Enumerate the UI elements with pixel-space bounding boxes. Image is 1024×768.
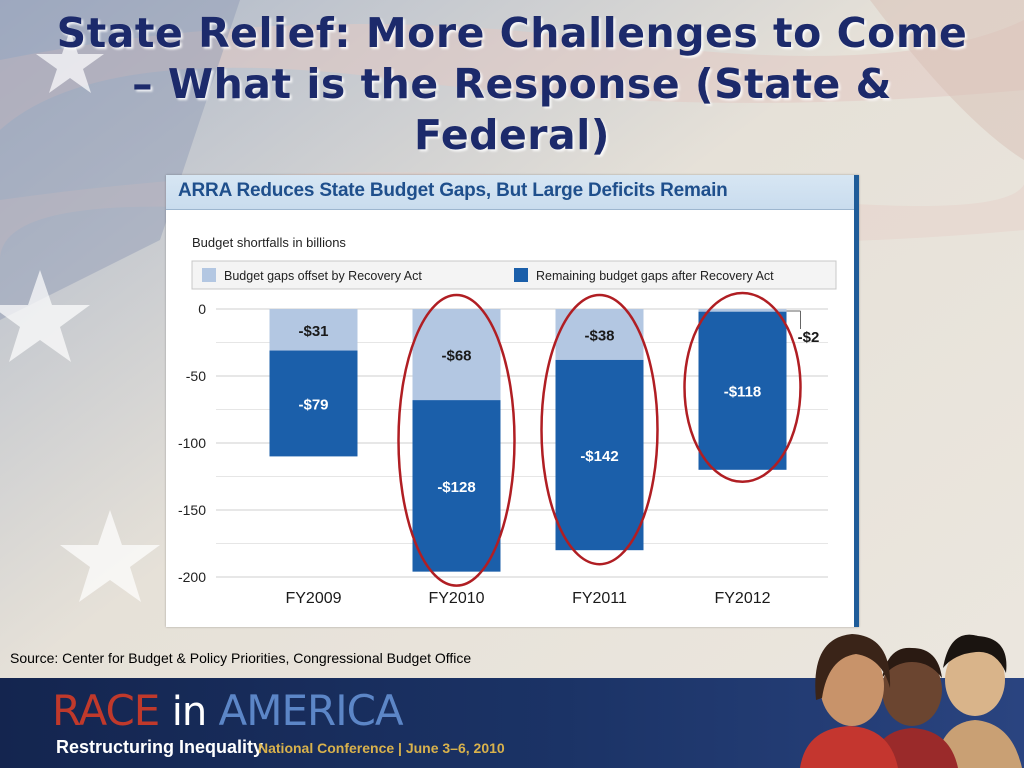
bar-remaining (269, 350, 358, 457)
highlight-circle (683, 291, 802, 484)
data-label-remaining: -$128 (437, 479, 475, 496)
data-label-remaining: -$118 (724, 384, 762, 401)
highlight-circle (397, 293, 516, 587)
chart-title: ARRA Reduces State Budget Gaps, But Larg… (178, 180, 728, 201)
footer-subtitle: Restructuring Inequality (56, 737, 264, 757)
chart-right-border (854, 175, 859, 627)
bar-chart: Budget shortfalls in billions Budget gaps… (178, 235, 837, 607)
data-label-offset: -$31 (298, 323, 328, 340)
y-tick-label: -50 (186, 368, 206, 384)
logo-america: AMERICA (218, 686, 404, 735)
data-label-remaining: -$79 (298, 396, 328, 413)
chart-header: ARRA Reduces State Budget Gaps, But Larg… (166, 175, 859, 210)
y-tick-label: -200 (178, 569, 206, 585)
data-label-offset: -$68 (441, 348, 471, 365)
data-label-offset: -$2 (798, 329, 820, 346)
bar-offset (269, 309, 358, 351)
slide-title: State Relief: More Challenges to Come – … (56, 9, 968, 159)
logo-in: in (171, 689, 207, 735)
legend-swatch (202, 268, 216, 282)
bar-offset (698, 309, 787, 312)
bar-offset (412, 309, 501, 401)
x-tick-label: FY2011 (572, 590, 627, 607)
chart-panel: ARRA Reduces State Budget Gaps, But Larg… (166, 175, 859, 627)
bar-offset (555, 309, 644, 360)
y-tick-label: 0 (198, 301, 206, 317)
x-tick-label: FY2012 (714, 590, 770, 607)
bar-remaining (555, 359, 644, 551)
y-axis-label: Budget shortfalls in billions (192, 235, 346, 250)
highlight-circle (540, 293, 659, 566)
race-in-america-logo: RACE in AMERICA (52, 686, 404, 735)
footer-conference: National Conference | June 3–6, 2010 (258, 740, 505, 756)
bar-remaining (412, 400, 501, 572)
data-label-offset: -$38 (584, 327, 614, 344)
y-tick-label: -100 (178, 435, 206, 451)
bar-remaining (698, 311, 787, 470)
x-tick-label: FY2010 (428, 590, 484, 607)
y-tick-label: -150 (178, 502, 206, 518)
x-tick-label: FY2009 (285, 590, 341, 607)
logo-race: RACE (52, 686, 160, 735)
legend-label: Budget gaps offset by Recovery Act (224, 269, 422, 283)
legend-label: Remaining budget gaps after Recovery Act (536, 269, 774, 283)
source-note: Source: Center for Budget & Policy Prior… (10, 650, 472, 666)
legend-swatch (514, 268, 528, 282)
data-label-remaining: -$142 (580, 448, 618, 465)
people-photo (800, 634, 1022, 768)
